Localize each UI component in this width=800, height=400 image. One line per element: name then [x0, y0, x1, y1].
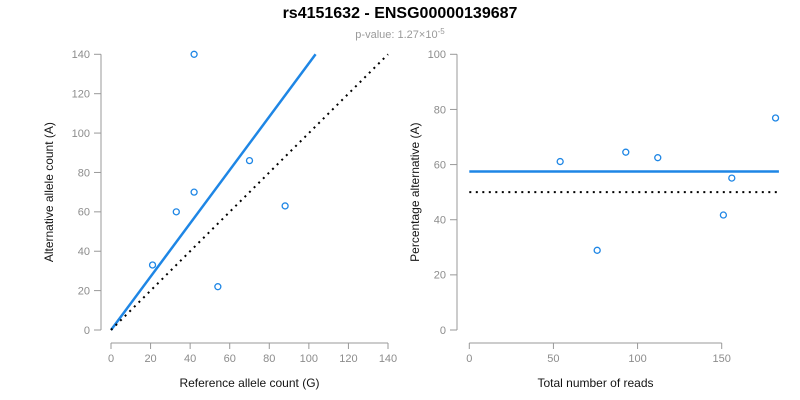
- x-tick-label: 40: [184, 353, 196, 365]
- y-tick-label: 0: [440, 325, 446, 337]
- data-point: [654, 154, 662, 162]
- data-point: [148, 261, 157, 269]
- y-axis-title: Percentage alternative (A): [408, 122, 422, 261]
- data-point: [728, 174, 736, 182]
- x-tick-label: 60: [224, 353, 236, 365]
- y-tick-label: 60: [434, 159, 446, 171]
- figure-title: rs4151632 - ENSG00000139687: [282, 5, 518, 22]
- y-tick-label: 40: [78, 246, 90, 258]
- left-scatter-plot: 0 20 40 60 80 100 120 140 0 20 40 60 80 100 120 140 Refe…: [42, 49, 397, 390]
- y-tick-label: 140: [72, 49, 90, 61]
- y-tick-label: 20: [434, 270, 446, 282]
- data-point: [556, 157, 564, 166]
- data-point: [622, 148, 630, 156]
- data-point: [281, 202, 289, 210]
- fit-line: [109, 53, 317, 331]
- pvalue-base: 1.27×10: [397, 29, 438, 41]
- y-tick-label: 120: [72, 89, 90, 101]
- x-tick-label: 80: [263, 353, 275, 365]
- figure-header: rs4151632 - ENSG00000139687 p-value: 1.2…: [0, 5, 800, 42]
- x-tick-label: 150: [713, 353, 731, 365]
- y-tick-label: 0: [84, 325, 90, 337]
- right-scatter-plot: 0 50 100 150 0 20 40 60 80 100 Total number of rea…: [408, 49, 780, 390]
- data-point: [771, 114, 780, 122]
- x-tick-label: 0: [108, 353, 114, 365]
- y-tick-label: 60: [78, 207, 90, 219]
- y-tick-label: 100: [72, 128, 90, 140]
- x-tick-label: 50: [547, 353, 559, 365]
- data-point: [719, 211, 728, 219]
- y-tick-label: 80: [434, 104, 446, 116]
- x-axis-title: Total number of reads: [537, 376, 653, 390]
- x-tick-label: 100: [300, 353, 318, 365]
- x-axis-title: Reference allele count (G): [179, 376, 319, 390]
- y-axis-title: Alternative allele count (A): [42, 122, 56, 262]
- data-point: [593, 246, 601, 254]
- data-point: [214, 283, 222, 291]
- data-point: [245, 156, 254, 165]
- y-tick-label: 20: [78, 285, 90, 297]
- x-tick-label: 140: [379, 353, 397, 365]
- pvalue-prefix: p-value:: [355, 29, 398, 41]
- identity-line: [110, 53, 389, 331]
- y-tick-label: 80: [78, 167, 90, 179]
- x-tick-label: 120: [339, 353, 357, 365]
- x-tick-label: 0: [466, 353, 472, 365]
- y-tick-label: 100: [428, 49, 446, 61]
- data-point: [190, 188, 198, 196]
- figure-subtitle: p-value: 1.27×10-5: [0, 25, 800, 42]
- y-tick-label: 40: [434, 215, 446, 227]
- data-point: [172, 208, 180, 216]
- pvalue-exponent: -5: [437, 27, 445, 36]
- data-point: [190, 50, 198, 58]
- x-tick-label: 20: [144, 353, 156, 365]
- x-tick-label: 100: [628, 353, 646, 365]
